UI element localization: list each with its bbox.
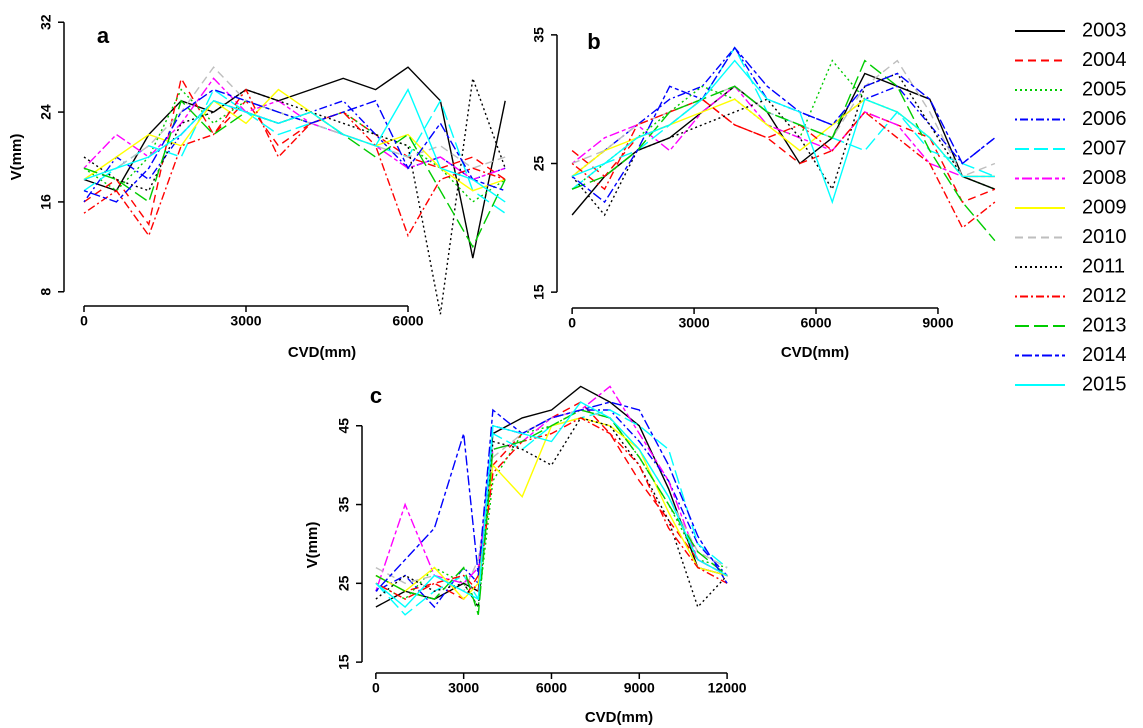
y-tick-label: 24 (38, 104, 54, 120)
y-tick-label: 15 (336, 654, 352, 670)
x-tick-label: 3000 (678, 315, 709, 331)
y-tick-label: 16 (38, 194, 54, 210)
y-tick-label: 35 (336, 497, 352, 513)
series-line (571, 98, 996, 229)
series-line (83, 77, 506, 181)
legend-label: 2006 (1082, 108, 1127, 130)
series-line (83, 66, 506, 259)
x-tick-label: 0 (568, 315, 576, 331)
series-line (83, 88, 506, 192)
x-axis-title: CVD(mm) (288, 344, 356, 361)
series-line (375, 401, 728, 608)
series-line (375, 385, 728, 592)
series-line (83, 76, 506, 227)
x-tick-label: 0 (372, 680, 380, 696)
legend-label: 2008 (1082, 167, 1127, 189)
x-tick-label: 6000 (800, 315, 831, 331)
legend-label: 2009 (1082, 196, 1127, 218)
legend-label: 2014 (1082, 344, 1127, 366)
series-line (571, 72, 996, 216)
y-tick-label: 15 (531, 284, 547, 300)
x-tick-label: 12000 (708, 680, 747, 696)
series-line (375, 409, 728, 593)
series-line (83, 78, 506, 315)
legend-label: 2010 (1082, 226, 1127, 248)
x-tick-label: 6000 (392, 313, 423, 329)
series-line (571, 72, 996, 217)
legend-label: 2004 (1082, 49, 1127, 71)
y-tick-label: 25 (531, 156, 547, 172)
series-line (375, 409, 728, 616)
y-tick-label: 35 (531, 27, 547, 43)
y-tick-label: 32 (38, 14, 54, 30)
series-line (375, 417, 728, 601)
series-line (83, 88, 506, 203)
y-axis-title: V(mm) (8, 134, 25, 181)
legend-label: 2013 (1082, 314, 1127, 336)
series-line (83, 66, 506, 181)
x-tick-label: 9000 (624, 680, 655, 696)
x-axis-title: CVD(mm) (781, 344, 849, 361)
legend-label: 2012 (1082, 285, 1127, 307)
panel-label: a (97, 23, 110, 48)
panel-label: c (370, 383, 382, 408)
series-line (571, 46, 996, 177)
legend-label: 2003 (1082, 19, 1127, 41)
series-line (571, 59, 996, 242)
legend-label: 2015 (1082, 373, 1127, 395)
x-tick-label: 6000 (536, 680, 567, 696)
series-line (375, 401, 728, 601)
x-axis-title: CVD(mm) (585, 709, 653, 726)
series-line (571, 46, 996, 204)
legend-label: 2007 (1082, 137, 1127, 159)
series-line (83, 99, 506, 249)
series-line (83, 99, 506, 203)
series-line (375, 401, 728, 592)
series-line (571, 59, 995, 205)
series-line (83, 88, 506, 214)
series-line (83, 88, 506, 238)
legend-label: 2005 (1082, 78, 1127, 100)
x-tick-label: 3000 (230, 313, 261, 329)
y-tick-label: 8 (38, 288, 54, 296)
y-tick-label: 25 (336, 575, 352, 591)
series-line (375, 385, 728, 608)
y-tick-label: 45 (336, 418, 352, 434)
y-axis-title: V(mm) (304, 522, 321, 569)
legend-label: 2011 (1082, 255, 1125, 277)
series-line (83, 88, 506, 203)
series-line (375, 417, 728, 610)
x-tick-label: 0 (80, 313, 88, 329)
x-tick-label: 3000 (448, 680, 479, 696)
series-line (375, 409, 728, 616)
series-line (571, 85, 995, 178)
x-tick-label: 9000 (922, 315, 953, 331)
panel-label: b (587, 29, 600, 54)
